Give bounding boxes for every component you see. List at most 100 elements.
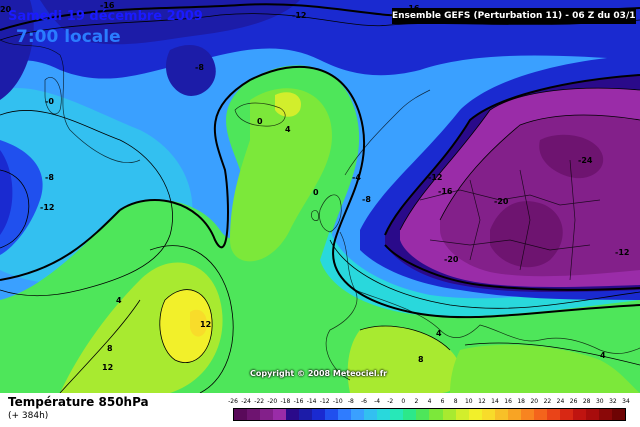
legend-color-cell [416, 409, 430, 420]
legend-color-cell [247, 409, 261, 420]
contour-label: -24 [578, 156, 593, 165]
legend-color-cell [234, 409, 248, 420]
legend-color-bar [233, 408, 626, 421]
legend-color-cell [260, 409, 274, 420]
forecast-local-time: 7:00 locale [16, 27, 121, 47]
field-iberia-yellow [347, 326, 461, 393]
contour-label: 8 [107, 344, 113, 353]
model-run-banner: Ensemble GEFS (Perturbation 11) - 06 Z d… [392, 8, 636, 24]
legend-tick-label: 0 [401, 398, 406, 405]
isotherms [0, 13, 640, 393]
contour-label: 4 [436, 329, 442, 338]
contour-label: -20 [494, 197, 509, 206]
legend-color-cell [533, 409, 547, 420]
legend-tick-label: 28 [582, 398, 591, 405]
field-cold-core2 [539, 134, 604, 179]
legend-color-cell [299, 409, 313, 420]
legend-tick-label: -16 [293, 398, 304, 405]
temperature-map: -16 -12 -16 -8 -0 0 4 -8 -12 20 0 -4 -8 … [0, 0, 640, 393]
legend-color-cell [325, 409, 339, 420]
color-scale-legend: -26 -24 -22 -20 -18 -16 -14 -12 -10 -8 -6 -4 -2 0 2 4 6 8… [228, 398, 630, 424]
legend-tick-label: 8 [453, 398, 458, 405]
contour-label: 0 [313, 188, 319, 197]
legend-color-cell [390, 409, 404, 420]
legend-color-cell [351, 409, 365, 420]
legend-tick-label: -4 [374, 398, 381, 405]
legend-color-cell [468, 409, 482, 420]
contour-label: -8 [45, 173, 54, 182]
legend-color-cell [546, 409, 560, 420]
contour-label: -4 [352, 173, 361, 182]
legend-tick-label: -18 [280, 398, 291, 405]
legend-tick-label: 26 [569, 398, 578, 405]
legend-tick-label: -12 [319, 398, 330, 405]
forecast-date: Samedi 19 décembre 2009 [8, 9, 203, 24]
contour-label: -8 [362, 195, 371, 204]
contour-label: 12 [200, 320, 211, 329]
contour-label: -16 [438, 187, 453, 196]
coastlines [0, 39, 640, 381]
legend-tick-label: 34 [622, 398, 630, 405]
legend-color-cell [312, 409, 326, 420]
contour-label: -20 [444, 255, 459, 264]
legend-tick-label: 16 [504, 398, 512, 405]
field-west-dark [0, 140, 43, 255]
legend-color-cell [598, 409, 612, 420]
contour-label: -0 [45, 97, 54, 106]
legend-color-cell [286, 409, 300, 420]
legend-tick-label: -2 [387, 398, 394, 405]
field-cold-core [490, 201, 563, 268]
field-greenland [165, 45, 216, 96]
legend-color-cell [455, 409, 469, 420]
legend-color-cell [429, 409, 443, 420]
contour-label: 4 [600, 351, 606, 360]
legend-color-cell [481, 409, 495, 420]
legend-tick-label: -24 [241, 398, 251, 405]
legend-color-cell [403, 409, 417, 420]
field-azores-orange [190, 309, 207, 337]
contour-label: 0 [257, 117, 263, 126]
lead-time-label: (+ 384h) [8, 411, 49, 421]
legend-color-cell [611, 409, 625, 420]
legend-tick-label: -10 [332, 398, 343, 405]
legend-color-cell [377, 409, 391, 420]
field-iceland-yellow [275, 92, 301, 117]
legend-tick-label: 6 [440, 398, 445, 405]
legend-tick-label: 4 [427, 398, 432, 405]
contour-label: -16 [100, 1, 115, 10]
contour-label: 4 [116, 296, 122, 305]
parameter-label: Température 850hPa [8, 395, 149, 409]
contour-label: 12 [102, 363, 113, 372]
legend-color-cell [507, 409, 521, 420]
legend-color-cell [494, 409, 508, 420]
footer-bar: Température 850hPa (+ 384h) -26 -24 -22 -20… [0, 393, 640, 427]
legend-tick-label: 24 [556, 398, 565, 405]
field-west-edge [0, 150, 13, 235]
legend-tick-label: 12 [478, 398, 486, 405]
legend-tick-label: 32 [609, 398, 617, 405]
legend-color-cell [559, 409, 573, 420]
legend-color-cell [585, 409, 599, 420]
contour-label: 8 [418, 355, 424, 364]
legend-tick-row: -26 -24 -22 -20 -18 -16 -14 -12 -10 -8 -6 -4 -2 0 2 4 6 8… [228, 398, 630, 408]
legend-color-cell [520, 409, 534, 420]
legend-color-cell [273, 409, 287, 420]
legend-tick-label: -20 [267, 398, 278, 405]
contour-label: -8 [195, 63, 204, 72]
field-azores-yellow [159, 289, 213, 363]
contour-label: 4 [285, 125, 291, 134]
legend-tick-label: -26 [228, 398, 238, 405]
legend-tick-label: 30 [595, 398, 604, 405]
legend-tick-label: 10 [464, 398, 473, 405]
legend-color-cell [364, 409, 378, 420]
contour-label: -12 [40, 203, 54, 212]
field-canada [0, 0, 34, 100]
contour-label: -12 [428, 173, 442, 182]
legend-tick-label: 14 [491, 398, 499, 405]
legend-tick-label: 22 [543, 398, 552, 405]
copyright-notice: Copyright © 2008 Meteociel.fr [250, 369, 388, 378]
field-med-yellow [450, 344, 640, 393]
legend-tick-label: -8 [347, 398, 354, 405]
contour-label: 20 [0, 5, 12, 14]
